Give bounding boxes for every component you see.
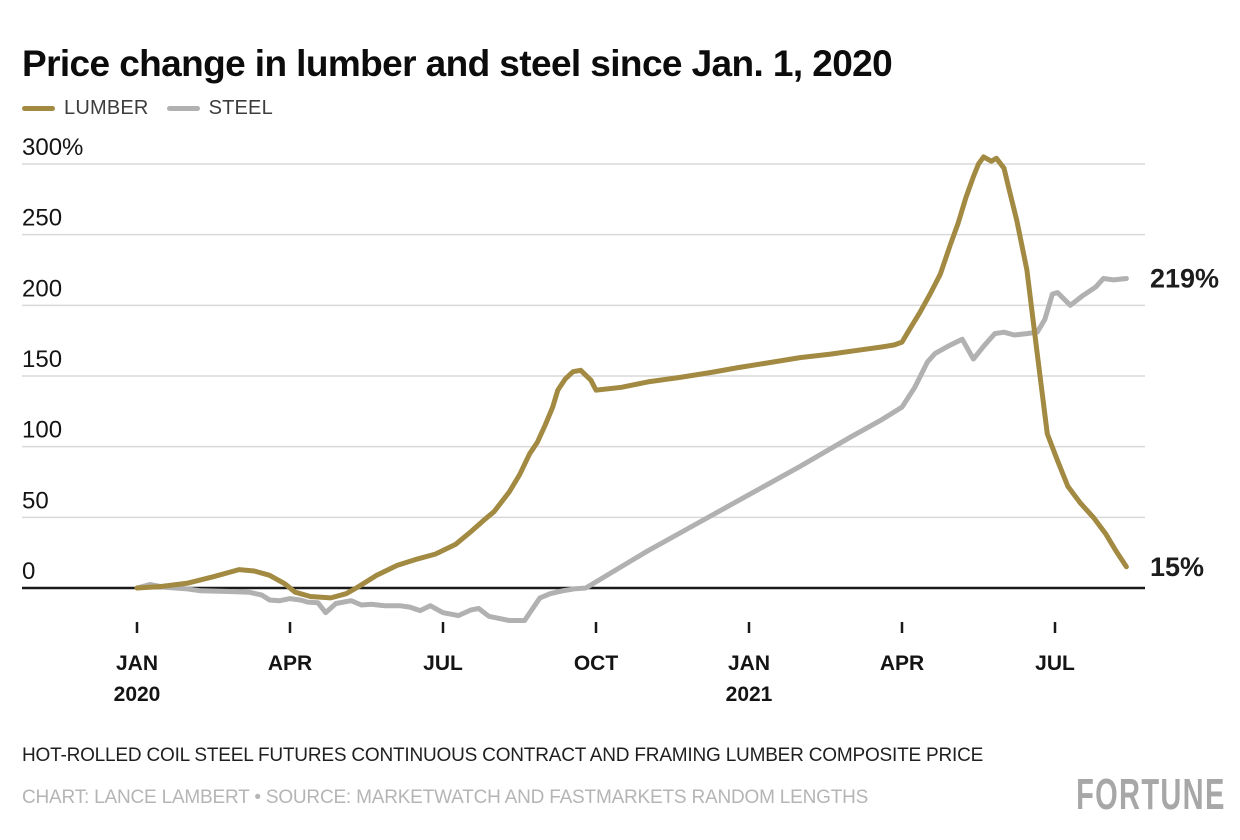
x-tick-label: APR [880,652,924,675]
x-tick-label: JUL [1035,652,1075,675]
credit: CHART: LANCE LAMBERT • SOURCE: MARKETWAT… [22,787,869,808]
y-tick-label: 200 [22,275,62,302]
line-chart: 300% 250 200 150 100 50 0 JAN 2020 APR JUL OCT JAN 20… [22,134,1219,706]
y-tick-label: 50 [22,487,49,514]
y-tick-label: 100 [22,417,62,444]
lumber-end-value-label: 15% [1150,552,1204,582]
legend-label-steel: STEEL [208,97,273,119]
steel-line [134,276,1129,623]
lumber-line [134,154,1129,601]
y-tick-label: 250 [22,205,62,232]
legend-label-lumber: LUMBER [64,97,149,119]
y-tick-label: 150 [22,346,62,373]
lumber-line-swatch-icon [22,106,55,111]
y-tick-label: 300% [22,134,83,161]
x-tick-sublabel: 2021 [726,683,773,706]
x-tick-label: OCT [574,652,619,675]
legend: LUMBER STEEL [22,97,273,120]
y-tick-label: 0 [22,558,35,585]
x-tick-label: JAN [116,652,158,675]
legend-item-lumber: LUMBER [22,97,149,120]
chart-title: Price change in lumber and steel since J… [22,42,893,84]
footnote: HOT-ROLLED COIL STEEL FUTURES CONTINUOUS… [22,745,984,766]
fortune-logo: FORTUNE [1076,770,1226,819]
x-tick-label: JUL [423,652,463,675]
legend-item-steel: STEEL [166,97,273,120]
steel-line-swatch-icon [166,106,200,111]
x-tick-sublabel: 2020 [114,683,161,706]
steel-end-value-label: 219% [1150,263,1219,293]
x-tick-label: APR [268,652,312,675]
x-tick-label: JAN [728,652,770,675]
